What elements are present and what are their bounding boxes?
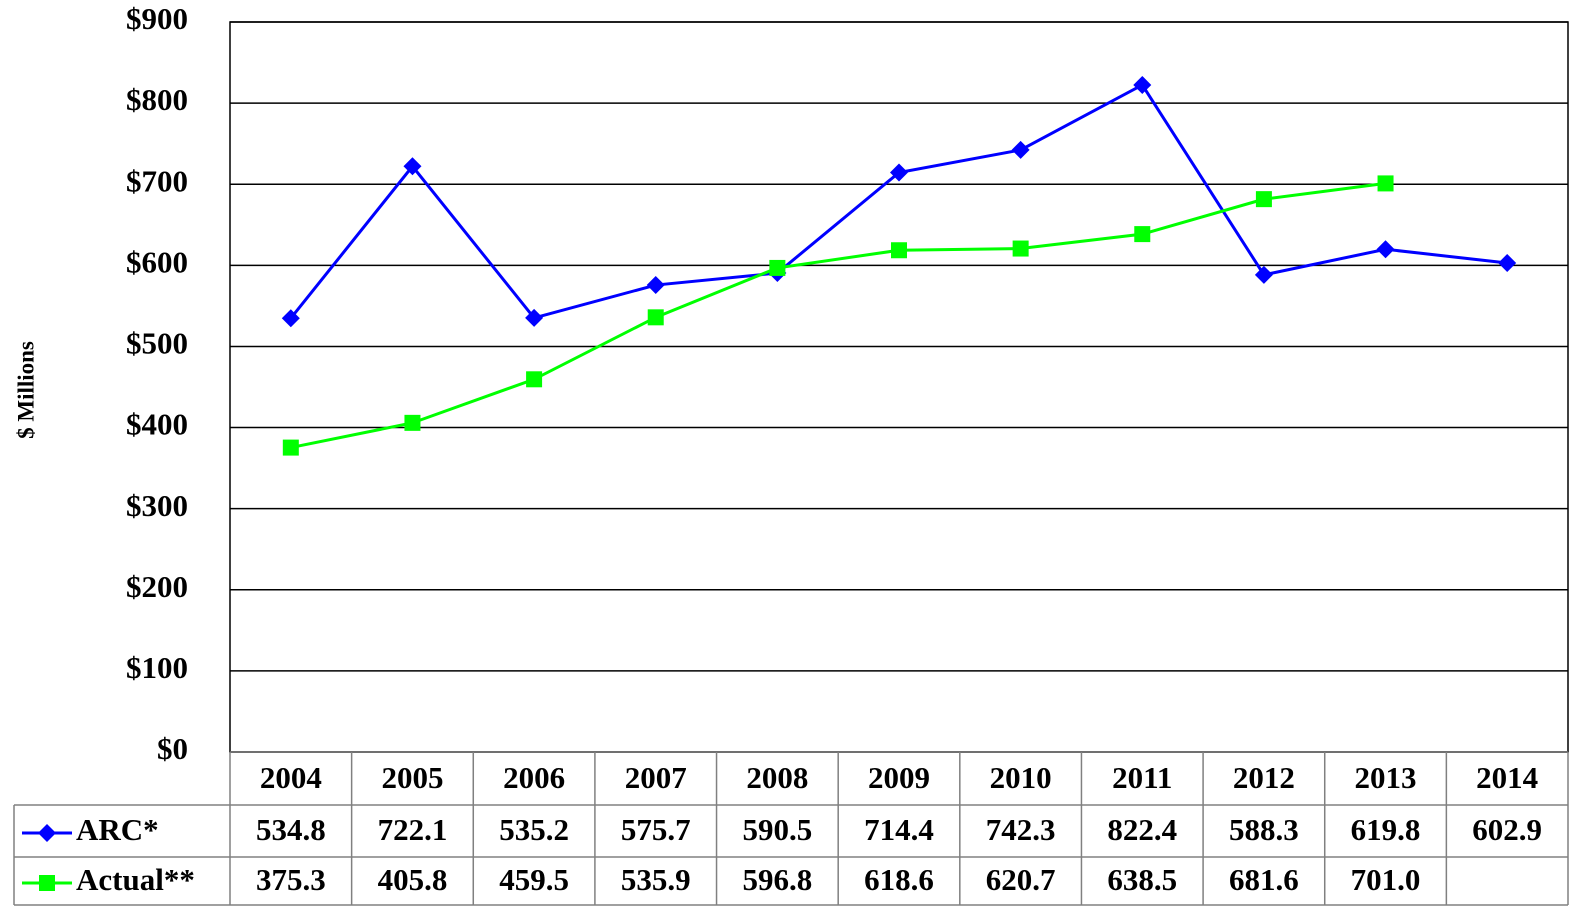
data-point: [890, 163, 908, 182]
table-value: 602.9: [1472, 812, 1542, 847]
x-tick-label: 2004: [260, 760, 322, 795]
table-value: 375.3: [256, 862, 326, 897]
x-tick-label: 2007: [625, 760, 687, 795]
x-tick-label: 2014: [1476, 760, 1538, 795]
y-tick-label: $600: [126, 244, 188, 279]
table-value: 681.6: [1229, 862, 1299, 897]
table-value: 701.0: [1351, 862, 1421, 897]
table-value: 596.8: [742, 862, 812, 897]
data-point: [1498, 253, 1517, 272]
x-tick-label: 2005: [381, 760, 443, 795]
data-point: [1255, 191, 1272, 208]
table-value: 590.5: [742, 812, 812, 847]
table-value: 619.8: [1351, 812, 1421, 847]
x-tick-label: 2012: [1233, 760, 1295, 795]
y-tick-label: $800: [126, 82, 188, 117]
x-tick-label: 2011: [1112, 760, 1172, 795]
table-value: 722.1: [378, 812, 448, 847]
table-value: 535.9: [621, 862, 691, 897]
data-point: [282, 439, 299, 456]
table-value: 405.8: [378, 862, 448, 897]
legend-label: ARC*: [76, 812, 159, 847]
table-value: 638.5: [1107, 862, 1177, 897]
x-tick-label: 2006: [503, 760, 565, 795]
data-point: [1254, 265, 1273, 284]
data-point: [1134, 226, 1151, 243]
series-line: [290, 181, 1386, 450]
y-tick-label: $200: [126, 569, 188, 604]
data-point: [769, 259, 786, 276]
y-tick-label: $300: [126, 488, 188, 523]
table-value: 822.4: [1107, 812, 1177, 847]
table-value: 714.4: [864, 812, 934, 847]
data-point: [1011, 140, 1030, 159]
table-value: 459.5: [499, 862, 569, 897]
table-value: 575.7: [621, 812, 691, 847]
x-tick-label: 2009: [868, 760, 930, 795]
data-point: [526, 371, 543, 388]
table-value: 742.3: [986, 812, 1056, 847]
data-point: [646, 276, 665, 295]
y-tick-label: $700: [126, 163, 188, 198]
series-line: [289, 82, 1508, 320]
y-tick-label: $400: [126, 407, 188, 442]
table-value: 588.3: [1229, 812, 1299, 847]
y-axis-title: $ Millions: [13, 341, 38, 439]
legend-marker: [39, 875, 55, 891]
y-tick-label: $900: [126, 1, 188, 36]
data-point: [1377, 175, 1394, 192]
legend-marker: [38, 824, 56, 842]
table-value: 534.8: [256, 812, 326, 847]
y-tick-label: $500: [126, 326, 188, 361]
legend-label: Actual**: [76, 862, 195, 897]
table-value: 620.7: [986, 862, 1056, 897]
x-tick-label: 2010: [990, 760, 1052, 795]
x-tick-label: 2008: [746, 760, 808, 795]
table-value: 618.6: [864, 862, 934, 897]
data-point: [403, 157, 422, 176]
y-tick-label: $100: [126, 650, 188, 685]
data-point: [1133, 75, 1152, 94]
data-point: [1012, 240, 1029, 257]
data-point: [1376, 240, 1395, 259]
data-point: [281, 309, 300, 328]
table-value: 535.2: [499, 812, 569, 847]
data-point: [525, 308, 544, 327]
y-tick-label: $0: [157, 731, 188, 766]
data-point: [647, 309, 664, 326]
data-point: [404, 414, 421, 431]
plot-border: [229, 21, 1569, 753]
data-point: [891, 242, 907, 259]
x-tick-label: 2013: [1355, 760, 1417, 795]
